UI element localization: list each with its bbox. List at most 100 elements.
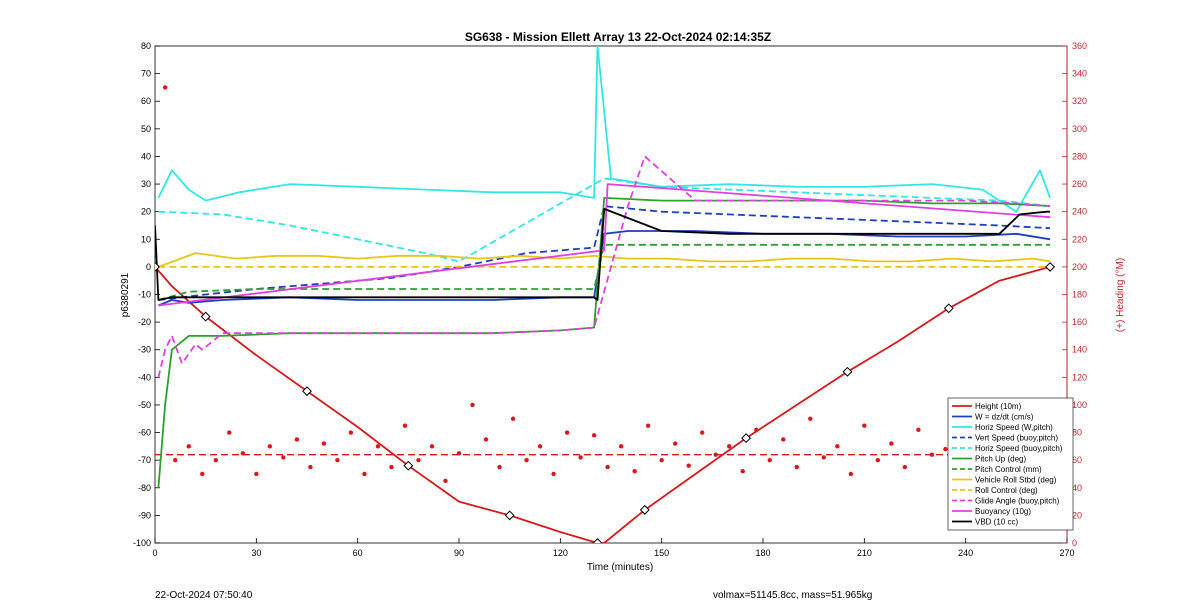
x-axis-label: Time (minutes) <box>587 562 653 573</box>
heading-point <box>578 455 583 460</box>
y-right-tick-label: 120 <box>1072 372 1087 382</box>
y-right-tick-label: 200 <box>1072 262 1087 272</box>
y-tick-label: 20 <box>141 207 151 217</box>
heading-point <box>483 437 489 442</box>
heading-point <box>281 455 286 460</box>
x-tick-label: 270 <box>1059 548 1074 558</box>
x-tick-label: 180 <box>755 548 770 558</box>
heading-point <box>173 457 178 463</box>
heading-point <box>162 85 168 90</box>
y-tick-label: -70 <box>138 455 151 465</box>
y-tick-label: 30 <box>141 179 151 189</box>
heading-point <box>510 416 516 421</box>
heading-point <box>429 444 435 449</box>
series-line-4 <box>158 177 1051 263</box>
heading-point <box>389 464 394 470</box>
y-tick-label: -30 <box>138 345 151 355</box>
heading-point <box>645 423 651 428</box>
height-marker <box>639 504 650 515</box>
y-axis-right-label: (+) Heading (°M) <box>1115 258 1126 332</box>
y-tick-label: -90 <box>138 510 151 520</box>
y-right-tick-label: 140 <box>1072 345 1087 355</box>
heading-point <box>240 451 246 456</box>
y-tick-label: -100 <box>133 538 151 548</box>
height-marker <box>741 433 752 444</box>
heading-point <box>551 471 556 477</box>
y-right-tick-label: 20 <box>1072 510 1082 520</box>
legend-label: Buoyancy (10g) <box>975 507 1031 516</box>
heading-point <box>537 444 543 449</box>
y-tick-label: 60 <box>141 96 151 106</box>
heading-point <box>254 471 259 477</box>
heading-point <box>213 457 218 463</box>
y-axis-label: p6380291 <box>120 272 131 317</box>
heading-point <box>335 457 340 463</box>
y-right-tick-label: 0 <box>1072 538 1077 548</box>
heading-point <box>524 457 529 463</box>
series-line-9 <box>157 155 1051 378</box>
footer-date: 22-Oct-2024 07:50:40 <box>155 590 253 601</box>
legend-label: Roll Control (deg) <box>975 486 1038 495</box>
heading-point <box>497 464 502 470</box>
y-right-tick-label: 220 <box>1072 234 1087 244</box>
legend-label: Horiz Speed (buoy,pitch) <box>975 444 1063 453</box>
heading-point <box>700 430 705 435</box>
legend-label: W = dz/dt (cm/s) <box>975 413 1034 422</box>
x-tick-label: 60 <box>353 548 363 558</box>
heading-point <box>713 452 718 457</box>
height-marker <box>1045 261 1056 272</box>
y-tick-label: -10 <box>138 290 151 300</box>
heading-point <box>402 423 408 428</box>
series-line-10 <box>158 183 1051 307</box>
y-right-tick-label: 320 <box>1072 96 1087 106</box>
heading-point <box>308 464 313 470</box>
heading-point <box>456 451 462 456</box>
heading-point <box>659 457 664 463</box>
footer-volmax-mass: volmax=51145.8cc, mass=51.965kg <box>713 590 872 601</box>
y-right-tick-label: 180 <box>1072 290 1087 300</box>
x-tick-label: 90 <box>454 548 464 558</box>
height-marker <box>200 311 211 322</box>
y-right-tick-label: 240 <box>1072 207 1087 217</box>
y-right-tick-label: 60 <box>1072 455 1082 465</box>
heading-point <box>618 444 624 449</box>
series-line-2 <box>157 46 1051 213</box>
x-tick-label: 150 <box>654 548 669 558</box>
legend-label: Pitch Control (mm) <box>975 465 1042 474</box>
y-tick-label: -20 <box>138 317 151 327</box>
heading-point <box>443 478 448 484</box>
plot-area: 0 30 60 90 120 150 180 210 240 270 80 70 60 50 40 30 20 1… <box>133 41 1087 558</box>
x-tick-label: 240 <box>958 548 973 558</box>
legend-label: VBD (10 cc) <box>975 518 1018 527</box>
y-right-tick-label: 80 <box>1072 428 1082 438</box>
legend-label: Horiz Speed (W,pitch) <box>975 423 1053 432</box>
heading-point <box>929 452 935 457</box>
y-tick-label: 10 <box>141 234 151 244</box>
heading-point <box>348 430 354 435</box>
y-tick-label: 80 <box>141 41 151 51</box>
x-tick-label: 30 <box>251 548 261 558</box>
heading-point <box>902 464 908 470</box>
heading-point <box>294 437 300 442</box>
y-right-tick-label: 260 <box>1072 179 1087 189</box>
x-tick-label: 210 <box>857 548 872 558</box>
chart-title: SG638 - Mission Ellett Array 13 22-Oct-2… <box>465 30 771 44</box>
heading-point <box>943 446 948 452</box>
legend-label: Pitch Up (deg) <box>975 455 1026 464</box>
height-marker <box>943 303 954 314</box>
legend-label: Vehicle Roll Stbd (deg) <box>975 476 1057 485</box>
x-tick-label: 0 <box>152 548 157 558</box>
heading-point <box>862 423 867 428</box>
series-line-0 <box>155 266 1051 543</box>
heading-point <box>889 441 894 446</box>
legend-label: Height (10m) <box>975 402 1022 411</box>
y-tick-label: -40 <box>138 372 151 382</box>
heading-point <box>821 455 826 460</box>
y-right-tick-label: 340 <box>1072 69 1087 79</box>
legend-label: Vert Speed (buoy,pitch) <box>975 434 1058 443</box>
y-tick-label: -50 <box>138 400 151 410</box>
heading-point <box>375 444 381 449</box>
heading-point <box>564 430 570 435</box>
y-right-tick-label: 360 <box>1072 41 1087 51</box>
